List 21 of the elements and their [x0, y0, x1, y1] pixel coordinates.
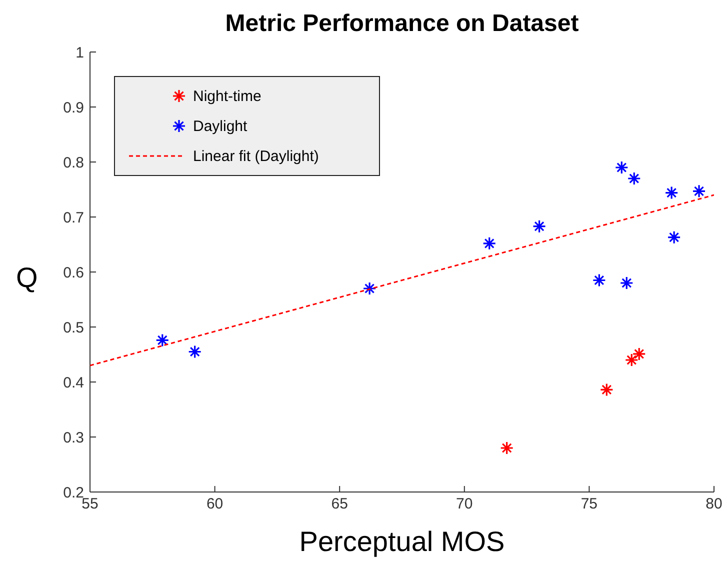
y-tick-label: 0.9: [63, 99, 84, 116]
x-tick-label: 70: [456, 496, 473, 513]
x-axis-title: Perceptual MOS: [298, 526, 506, 558]
y-tick-label: 0.4: [63, 374, 84, 392]
y-tick-label: 0.5: [63, 319, 84, 336]
x-tick-label: 60: [206, 496, 224, 513]
y-tick-label: 1: [76, 44, 84, 62]
x-tick-label: 80: [706, 496, 722, 513]
y-tick-label: 0.8: [63, 154, 84, 172]
x-tick-label: 65: [331, 496, 348, 513]
y-tick-label: 0.3: [63, 429, 84, 446]
legend-label: Linear fit (Daylight): [193, 148, 319, 164]
y-axis-title: Q: [16, 262, 38, 294]
chart-title: Metric Performance on Dataset: [224, 10, 580, 38]
x-tick-label: 55: [82, 496, 98, 513]
legend-label: Night-time: [193, 88, 262, 104]
y-tick-label: 0.6: [63, 264, 84, 282]
legend-label: Daylight: [193, 118, 248, 134]
y-tick-label: 0.2: [63, 484, 84, 502]
y-tick-label: 0.7: [63, 209, 84, 226]
x-tick-label: 75: [580, 496, 598, 513]
